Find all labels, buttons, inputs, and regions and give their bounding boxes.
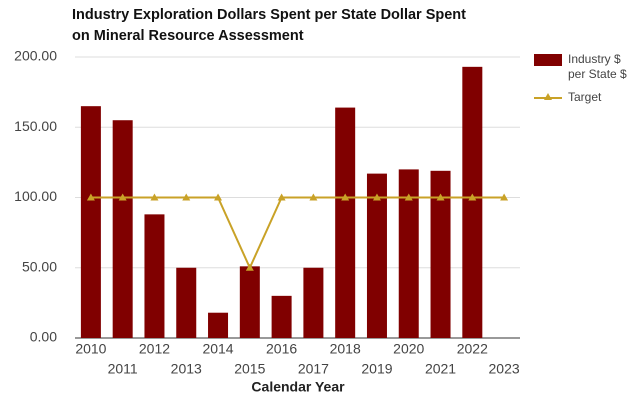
x-tick-label: 2010 bbox=[75, 341, 106, 357]
chart-title: Industry Exploration Dollars Spent per S… bbox=[72, 7, 466, 23]
legend-item: Industry $ per State $ bbox=[534, 52, 634, 82]
y-tick-label: 200.00 bbox=[14, 48, 57, 64]
x-axis-title: Calendar Year bbox=[251, 379, 345, 395]
x-tick-label: 2015 bbox=[234, 361, 265, 377]
legend-item: Target bbox=[534, 90, 634, 105]
legend-label: Industry $ per State $ bbox=[568, 52, 627, 81]
bar bbox=[112, 120, 133, 338]
marker bbox=[341, 193, 350, 201]
bar bbox=[462, 66, 483, 339]
bar bbox=[144, 214, 165, 338]
legend: Industry $ per State $ Target bbox=[534, 52, 634, 113]
y-tick-label: 0.00 bbox=[30, 329, 57, 345]
x-tick-label: 2018 bbox=[330, 341, 361, 357]
marker bbox=[86, 193, 95, 201]
legend-swatch bbox=[534, 92, 562, 104]
marker bbox=[245, 263, 254, 271]
marker bbox=[118, 193, 127, 201]
marker bbox=[500, 193, 509, 201]
bar bbox=[335, 107, 356, 338]
x-tick-label: 2020 bbox=[393, 341, 424, 357]
x-tick-label: 2023 bbox=[489, 361, 520, 377]
marker bbox=[309, 193, 318, 201]
y-tick-label: 150.00 bbox=[14, 118, 57, 134]
bar bbox=[430, 170, 451, 338]
marker bbox=[150, 193, 159, 201]
bar bbox=[80, 106, 101, 338]
chart-title: on Mineral Resource Assessment bbox=[72, 28, 304, 44]
marker bbox=[372, 193, 381, 201]
marker bbox=[214, 193, 223, 201]
bar bbox=[303, 267, 324, 338]
legend-swatch bbox=[534, 54, 562, 66]
x-tick-label: 2013 bbox=[171, 361, 202, 377]
y-tick-label: 100.00 bbox=[14, 188, 57, 204]
x-tick-label: 2011 bbox=[108, 361, 138, 377]
x-tick-label: 2021 bbox=[425, 361, 456, 377]
y-tick-label: 50.00 bbox=[22, 258, 57, 274]
x-tick-label: 2014 bbox=[202, 341, 233, 357]
marker bbox=[436, 193, 445, 201]
bar bbox=[239, 266, 260, 338]
x-tick-label: 2019 bbox=[361, 361, 392, 377]
bar bbox=[366, 173, 387, 338]
x-tick-label: 2016 bbox=[266, 341, 297, 357]
marker bbox=[182, 193, 191, 201]
bar bbox=[398, 169, 419, 338]
marker bbox=[468, 193, 477, 201]
x-tick-label: 2012 bbox=[139, 341, 170, 357]
bar bbox=[208, 312, 229, 338]
bar bbox=[271, 295, 292, 338]
bar bbox=[176, 267, 197, 338]
line bbox=[90, 196, 505, 271]
marker bbox=[277, 193, 286, 201]
x-tick-label: 2017 bbox=[298, 361, 329, 377]
legend-label: Target bbox=[568, 90, 602, 104]
marker bbox=[404, 193, 413, 201]
x-tick-label: 2022 bbox=[457, 341, 488, 357]
